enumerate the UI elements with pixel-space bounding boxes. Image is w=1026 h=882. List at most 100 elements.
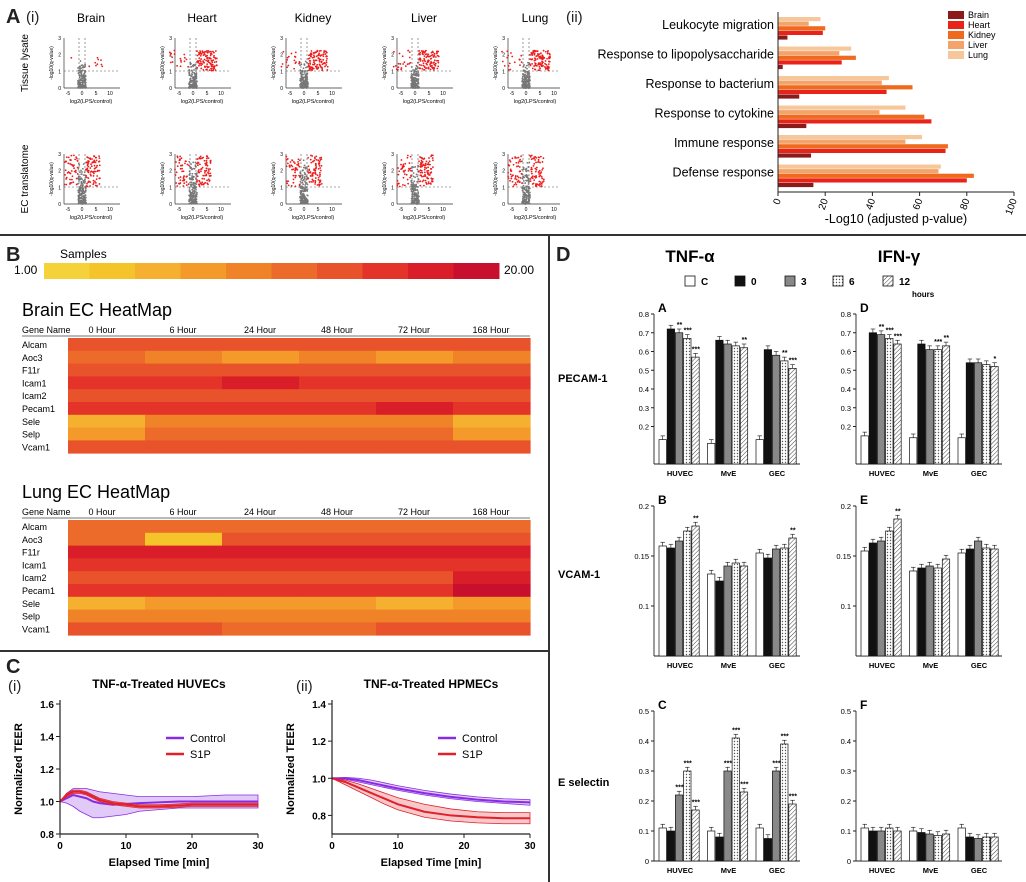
point-ns xyxy=(80,180,83,183)
point-sig xyxy=(95,159,98,162)
point-ns xyxy=(527,80,530,83)
bar xyxy=(691,809,700,862)
heatmap-title-1: Lung EC HeatMap xyxy=(22,482,170,502)
point-ns xyxy=(413,78,416,81)
y-tick: 3 xyxy=(169,36,172,42)
point-sig xyxy=(407,182,410,185)
point-sig xyxy=(314,180,317,182)
point-sig xyxy=(541,58,543,60)
point-sig xyxy=(173,49,176,52)
point-sig xyxy=(534,50,537,53)
point-sig xyxy=(432,166,434,169)
divider-mid-vertical xyxy=(548,234,550,882)
heat-cell xyxy=(145,389,223,403)
y-tick-label: 0.3 xyxy=(639,404,649,413)
point-sig xyxy=(211,59,213,62)
point-sig xyxy=(409,176,412,179)
point-sig xyxy=(205,174,208,177)
point-ns xyxy=(525,84,528,87)
point-sig xyxy=(533,52,536,55)
point-sig xyxy=(397,62,400,65)
x-tick: -5 xyxy=(510,91,515,97)
point-sig xyxy=(205,161,208,164)
point-ns xyxy=(301,76,304,79)
point-ns xyxy=(526,76,529,79)
line-s1p xyxy=(59,790,258,808)
heat-cell xyxy=(376,338,454,352)
point-sig xyxy=(73,167,75,170)
point-sig xyxy=(535,161,537,164)
point-sig xyxy=(285,61,288,64)
point-ns xyxy=(190,166,193,169)
point-sig xyxy=(517,165,520,168)
bar xyxy=(868,542,877,657)
point-ns xyxy=(522,81,525,84)
point-ns xyxy=(306,61,308,64)
group-label: HUVEC xyxy=(667,469,694,478)
point-sig xyxy=(93,161,95,164)
point-sig xyxy=(198,53,200,56)
y-tick: 3 xyxy=(169,152,172,158)
point-sig xyxy=(408,51,411,54)
point-sig xyxy=(423,51,426,54)
y-tick: 1 xyxy=(58,185,61,191)
point-sig xyxy=(65,160,68,163)
point-sig xyxy=(507,65,510,67)
point-sig xyxy=(401,55,404,58)
point-sig xyxy=(299,159,301,162)
x-tick-label: 40 xyxy=(864,197,878,212)
point-ns xyxy=(79,178,82,181)
point-sig xyxy=(86,185,89,188)
point-sig xyxy=(433,66,435,69)
point-sig xyxy=(520,54,523,57)
point-sig xyxy=(75,171,77,174)
point-sig xyxy=(515,157,518,159)
point-ns xyxy=(411,82,414,85)
point-sig xyxy=(426,163,429,166)
point-sig xyxy=(198,180,201,183)
point-sig xyxy=(531,63,533,65)
point-ns xyxy=(527,169,529,172)
point-sig xyxy=(88,65,91,68)
point-sig xyxy=(408,62,411,65)
point-sig xyxy=(75,156,78,159)
bar xyxy=(763,838,772,862)
point-sig xyxy=(98,164,101,167)
point-sig xyxy=(539,62,542,65)
point-ns xyxy=(528,72,530,75)
point-ns xyxy=(521,75,524,78)
point-sig xyxy=(520,155,523,158)
bar xyxy=(715,339,724,465)
bar xyxy=(982,364,991,465)
point-sig xyxy=(199,60,202,63)
bar-heart xyxy=(778,148,946,153)
point-sig xyxy=(86,168,88,171)
point-ns xyxy=(412,188,415,191)
x-tick: 10 xyxy=(218,91,224,97)
heat-cell xyxy=(376,427,454,441)
gene-label: Icam2 xyxy=(22,573,47,583)
point-sig xyxy=(546,67,549,70)
point-sig xyxy=(183,56,186,59)
point-sig xyxy=(501,60,504,63)
point-sig xyxy=(205,59,208,62)
significance-mark: *** xyxy=(789,793,797,800)
y-tick-label: 0.8 xyxy=(40,830,54,841)
heat-cell xyxy=(68,520,146,534)
scale-swatch xyxy=(317,263,363,279)
point-ns xyxy=(410,190,413,193)
point-ns xyxy=(524,66,527,69)
point-ns xyxy=(194,165,197,168)
point-ns xyxy=(417,192,420,195)
point-ns xyxy=(300,187,303,190)
gene-label: Aoc3 xyxy=(22,353,43,363)
scale-title: Samples xyxy=(60,247,107,261)
point-sig xyxy=(70,56,73,59)
significance-mark: *** xyxy=(894,333,902,340)
heat-cell xyxy=(68,402,146,416)
heat-cell xyxy=(222,571,300,585)
bar xyxy=(893,518,902,657)
heat-cell xyxy=(299,440,377,454)
scale-swatch xyxy=(44,263,90,279)
